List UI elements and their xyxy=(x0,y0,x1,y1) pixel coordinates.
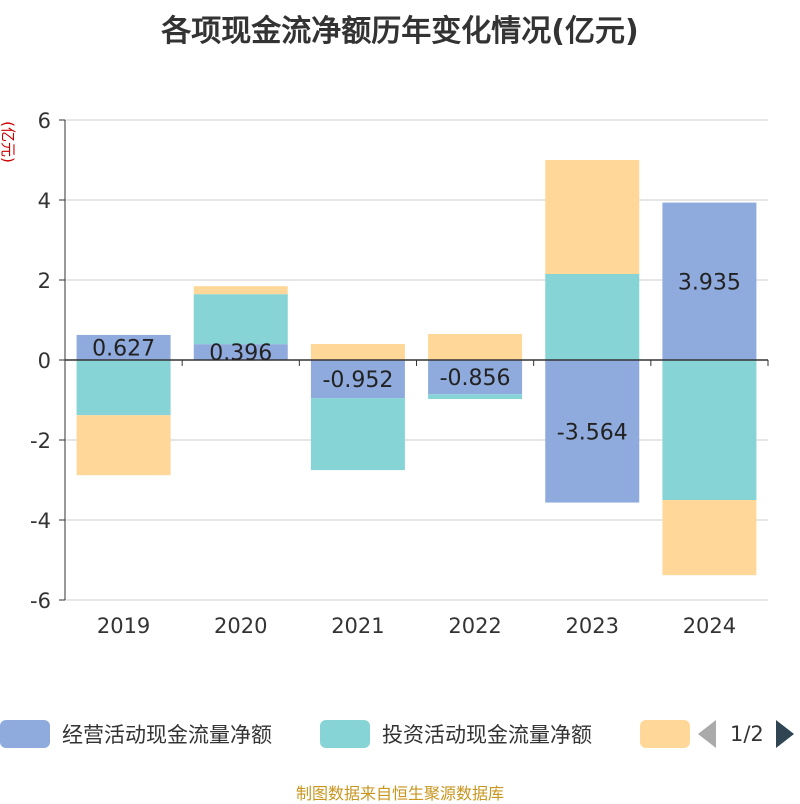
bar-2022-series-1 xyxy=(428,394,523,400)
legend-page-indicator: 1/2 xyxy=(730,722,764,746)
bar-2023-series-2 xyxy=(545,160,640,274)
grid-lines xyxy=(65,119,768,601)
bar-2023-series-0 xyxy=(545,360,640,503)
data-label-2024: 3.935 xyxy=(678,270,741,295)
legend-next-page-icon[interactable] xyxy=(775,720,794,748)
bar-2022-series-0 xyxy=(428,360,523,395)
bar-2021-series-0 xyxy=(310,360,405,399)
bar-2019-series-2 xyxy=(76,415,171,476)
bar-2021-series-1 xyxy=(310,398,405,471)
bar-2020-series-2 xyxy=(193,286,288,295)
y-tick-label: 0 xyxy=(38,349,51,373)
y-tick-label: 4 xyxy=(38,189,51,213)
x-tick-label-2021: 2021 xyxy=(331,614,384,638)
chart-plot: -6 -4 -2 0 2 4 6 2019 2020 2021 2022 2023 2024 0.627… xyxy=(0,109,769,638)
bar-2022-series-2 xyxy=(428,334,523,360)
bar-2020-series-0 xyxy=(193,344,288,360)
bar-2024-series-0 xyxy=(662,202,757,360)
data-label-2022: -0.856 xyxy=(440,366,511,391)
axes: -6 -4 -2 0 2 4 6 2019 2020 2021 2022 2023 2024 xyxy=(30,109,769,638)
legend-pager: 1/2 xyxy=(698,712,794,756)
data-label-2019: 0.627 xyxy=(92,336,155,361)
bar-2023-series-1 xyxy=(545,274,640,360)
legend-swatch-investing xyxy=(320,720,370,748)
y-tick-label: -6 xyxy=(30,589,51,613)
bars xyxy=(76,160,757,576)
data-labels: 0.627 0.396 -0.952 -0.856 -3.564 3.935 xyxy=(92,270,741,445)
x-tick-label-2024: 2024 xyxy=(683,614,736,638)
legend-item-financing[interactable] xyxy=(640,712,690,756)
y-tick-label: 6 xyxy=(38,109,51,133)
legend-item-operating[interactable]: 经营活动现金流量净额 xyxy=(0,712,272,756)
data-label-2021: -0.952 xyxy=(322,368,393,393)
bar-2019-series-0 xyxy=(76,334,171,360)
y-axis-label: (亿元) xyxy=(0,121,17,163)
data-label-2020: 0.396 xyxy=(209,341,272,366)
legend: 经营活动现金流量净额 投资活动现金流量净额 1/2 xyxy=(0,712,800,756)
data-label-2023: -3.564 xyxy=(557,420,628,445)
bar-2024-series-2 xyxy=(662,500,757,576)
x-tick-label-2020: 2020 xyxy=(214,614,267,638)
chart-title: 各项现金流净额历年变化情况(亿元) xyxy=(161,14,639,49)
bar-2019-series-1 xyxy=(76,360,171,416)
source-note: 制图数据来自恒生聚源数据库 xyxy=(295,784,504,803)
legend-label-investing: 投资活动现金流量净额 xyxy=(382,723,592,747)
legend-item-investing[interactable]: 投资活动现金流量净额 xyxy=(320,712,592,756)
x-tick-label-2019: 2019 xyxy=(97,614,150,638)
legend-swatch-operating xyxy=(0,720,50,748)
legend-swatch-financing xyxy=(640,720,690,748)
legend-label-operating: 经营活动现金流量净额 xyxy=(62,723,272,747)
bar-2024-series-1 xyxy=(662,360,757,500)
y-tick-label: 2 xyxy=(38,269,51,293)
bar-2021-series-2 xyxy=(310,344,405,360)
x-tick-label-2022: 2022 xyxy=(448,614,501,638)
legend-prev-page-icon[interactable] xyxy=(698,720,716,748)
y-tick-label: -4 xyxy=(30,509,51,533)
y-tick-label: -2 xyxy=(30,429,51,453)
bar-2020-series-1 xyxy=(193,294,288,345)
x-tick-label-2023: 2023 xyxy=(566,614,619,638)
